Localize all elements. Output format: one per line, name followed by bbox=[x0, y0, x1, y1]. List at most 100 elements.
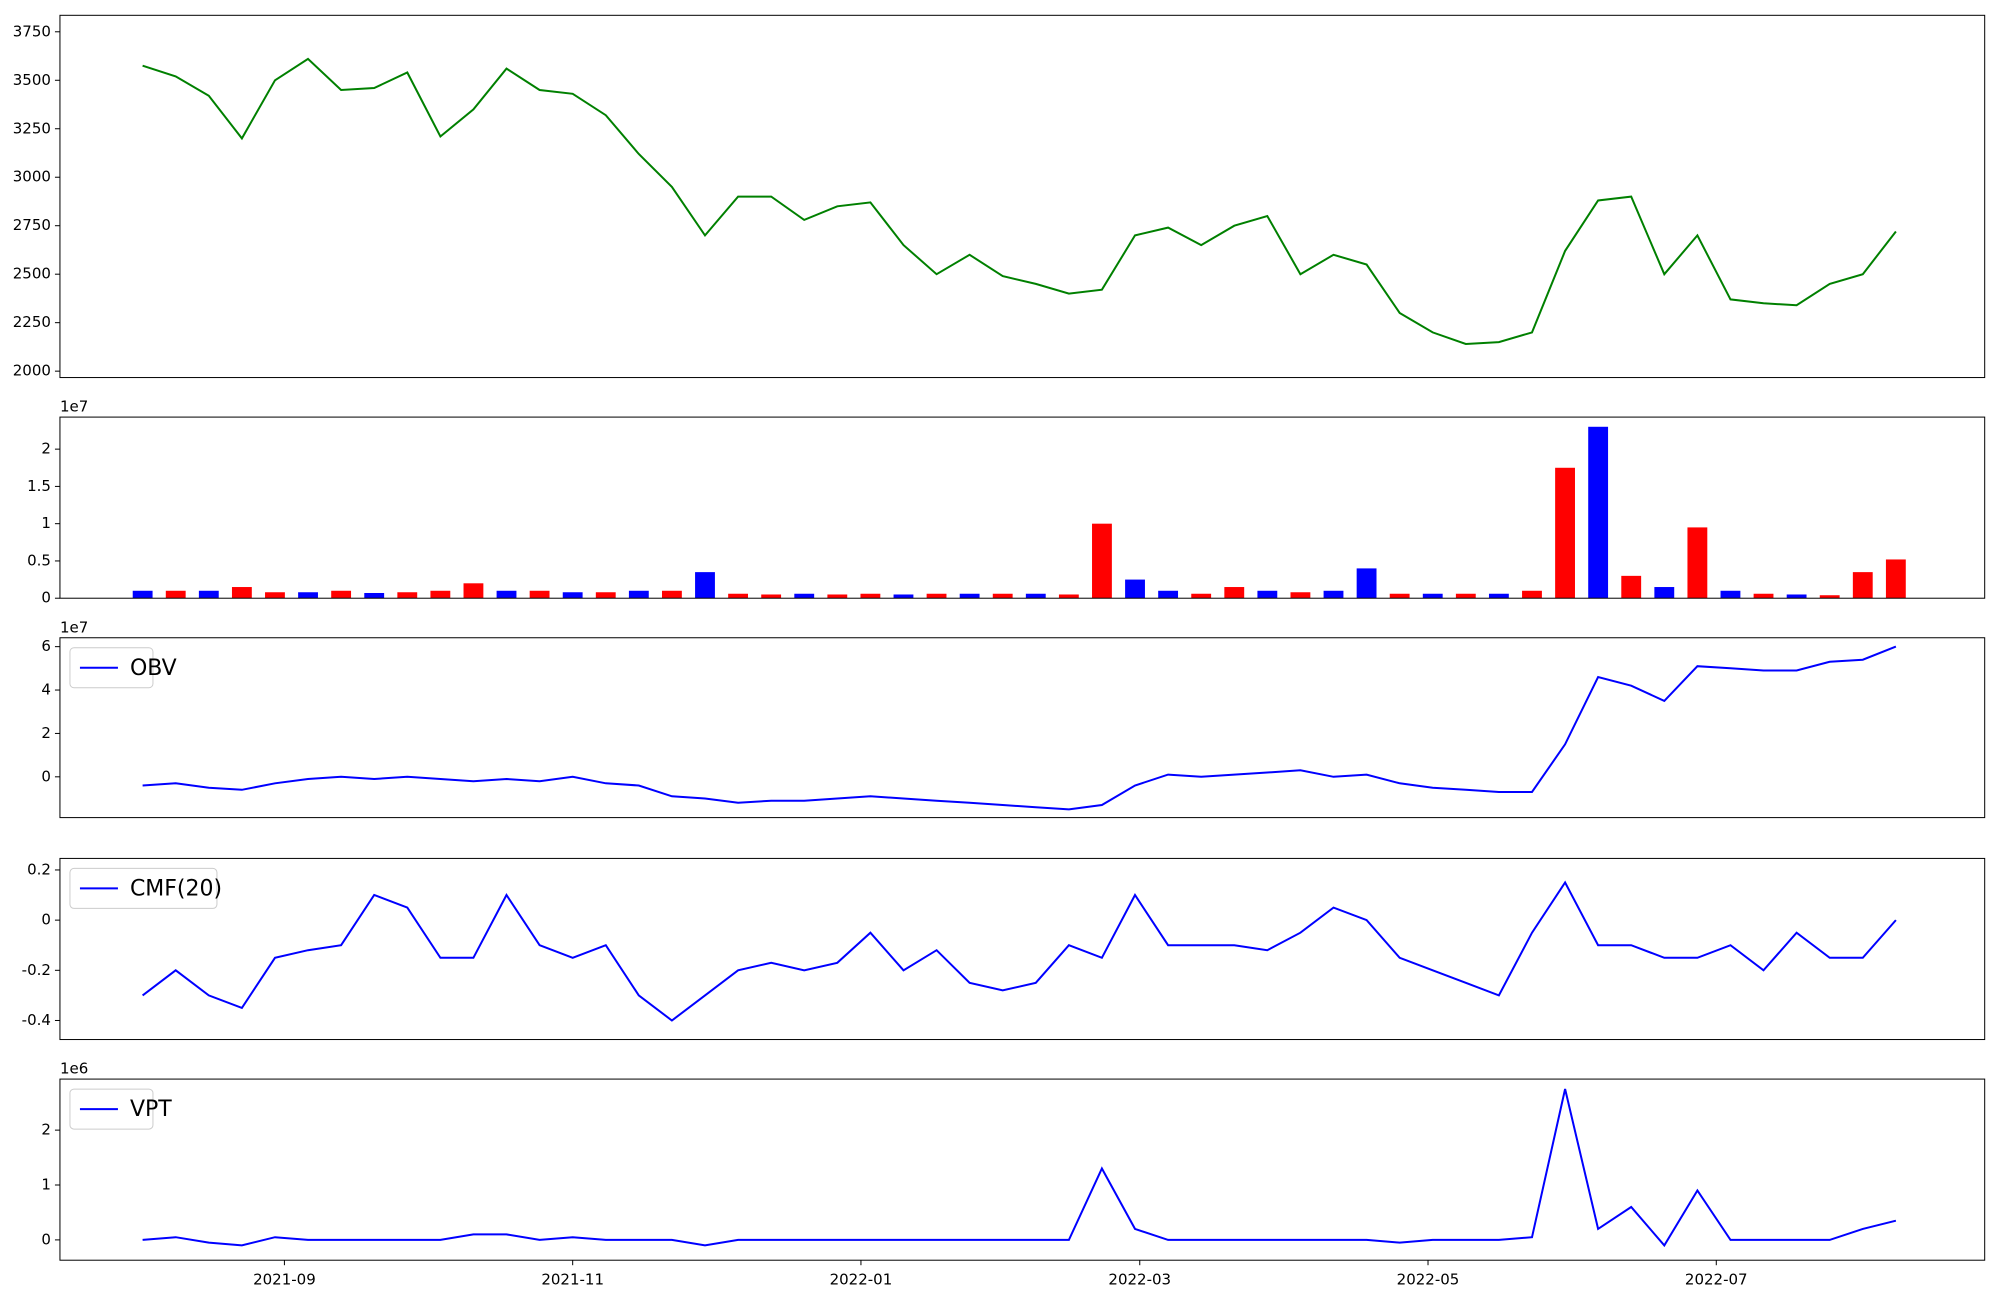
y-tick-label: -0.2 bbox=[22, 961, 51, 979]
bar bbox=[132, 590, 153, 599]
bar bbox=[661, 590, 682, 599]
bar bbox=[529, 590, 550, 599]
bar bbox=[1852, 572, 1873, 599]
bar bbox=[165, 590, 186, 599]
bar bbox=[1720, 590, 1741, 599]
y-tick-label: 2250 bbox=[13, 313, 51, 331]
bar bbox=[1025, 593, 1046, 599]
x-tick-label: 2021-11 bbox=[541, 1271, 604, 1289]
y-tick-label: 0.5 bbox=[27, 551, 51, 569]
plot-frame bbox=[59, 637, 1986, 819]
bar bbox=[761, 594, 782, 599]
bar bbox=[1753, 593, 1774, 599]
bar bbox=[430, 590, 451, 599]
plot-frame bbox=[59, 1078, 1986, 1261]
x-tick-label: 2022-03 bbox=[1108, 1271, 1171, 1289]
y-tick-label: 2000 bbox=[13, 362, 51, 380]
bar bbox=[1819, 595, 1840, 599]
y-tick-label: 1 bbox=[41, 1176, 51, 1194]
legend-label: VPT bbox=[130, 1097, 172, 1122]
y-tick-label: 2 bbox=[41, 1121, 51, 1139]
y-tick-label: 3250 bbox=[13, 119, 51, 137]
bar bbox=[1555, 467, 1575, 599]
bar bbox=[595, 592, 616, 599]
bar bbox=[265, 592, 285, 599]
x-tick-label: 2022-07 bbox=[1685, 1271, 1748, 1289]
y-tick-label: 0 bbox=[41, 1230, 51, 1248]
bar bbox=[1522, 590, 1542, 599]
bar bbox=[1092, 523, 1112, 599]
plot-frame bbox=[59, 14, 1986, 379]
bar bbox=[628, 590, 649, 599]
axis-offset-label: 1e7 bbox=[60, 618, 88, 636]
y-tick-label: 1 bbox=[41, 514, 51, 532]
bar bbox=[1488, 593, 1509, 599]
bar bbox=[1389, 593, 1410, 599]
bar bbox=[1621, 575, 1642, 599]
bar bbox=[695, 572, 715, 599]
plot-frame bbox=[59, 416, 1986, 599]
bar bbox=[397, 592, 418, 599]
bar bbox=[1058, 594, 1079, 599]
y-tick-label: 1.5 bbox=[27, 477, 51, 495]
bar bbox=[992, 593, 1013, 599]
y-tick-label: 2 bbox=[41, 440, 51, 458]
data-line bbox=[142, 645, 1897, 811]
plot-frame bbox=[59, 857, 1986, 1041]
data-line bbox=[141, 880, 1897, 1022]
bar bbox=[1885, 559, 1906, 599]
bar bbox=[562, 592, 583, 599]
bar bbox=[1455, 593, 1476, 599]
bar bbox=[1654, 587, 1675, 599]
y-tick-label: 2 bbox=[41, 724, 51, 742]
bar bbox=[231, 587, 252, 599]
data-line bbox=[142, 1088, 1897, 1248]
y-tick-label: 2500 bbox=[13, 265, 51, 283]
bar bbox=[1356, 568, 1377, 599]
bar bbox=[827, 594, 848, 599]
y-tick-label: -0.4 bbox=[22, 1011, 51, 1029]
y-tick-label: 0 bbox=[41, 767, 51, 785]
y-tick-label: 4 bbox=[41, 681, 51, 699]
bar bbox=[1290, 592, 1311, 599]
bar bbox=[1224, 587, 1245, 599]
bar bbox=[463, 583, 484, 599]
bar bbox=[794, 593, 815, 599]
bar bbox=[893, 594, 914, 599]
legend-label: CMF(20) bbox=[130, 876, 222, 901]
bar bbox=[860, 593, 881, 599]
bar bbox=[728, 593, 748, 599]
legend-box bbox=[69, 867, 218, 909]
bar bbox=[1257, 590, 1278, 599]
y-tick-label: 3000 bbox=[13, 168, 51, 186]
axis-offset-label: 1e7 bbox=[60, 398, 88, 416]
y-tick-label: 0 bbox=[41, 911, 51, 929]
axis-offset-label: 1e6 bbox=[60, 1060, 88, 1078]
bar bbox=[298, 592, 318, 599]
y-tick-label: 3750 bbox=[13, 22, 51, 40]
x-tick-label: 2022-01 bbox=[830, 1271, 893, 1289]
bar bbox=[331, 590, 352, 599]
bar bbox=[198, 590, 219, 599]
bar bbox=[1125, 579, 1145, 599]
y-tick-label: 0.2 bbox=[27, 860, 51, 878]
bar bbox=[1687, 527, 1708, 599]
y-tick-label: 3500 bbox=[13, 71, 51, 89]
bar bbox=[1786, 594, 1807, 599]
legend-label: OBV bbox=[130, 656, 177, 681]
bar bbox=[364, 592, 385, 599]
bar bbox=[959, 593, 980, 599]
bar bbox=[496, 590, 517, 599]
y-tick-label: 0 bbox=[41, 589, 51, 607]
data-line bbox=[142, 57, 1897, 346]
bar bbox=[1422, 593, 1443, 599]
bar bbox=[1158, 590, 1179, 599]
bar bbox=[926, 593, 947, 599]
y-tick-label: 2750 bbox=[13, 216, 51, 234]
y-tick-label: 6 bbox=[41, 637, 51, 655]
bar bbox=[1323, 590, 1344, 599]
x-tick-label: 2021-09 bbox=[253, 1271, 316, 1289]
x-tick-label: 2022-05 bbox=[1397, 1271, 1460, 1289]
bar bbox=[1191, 593, 1212, 599]
